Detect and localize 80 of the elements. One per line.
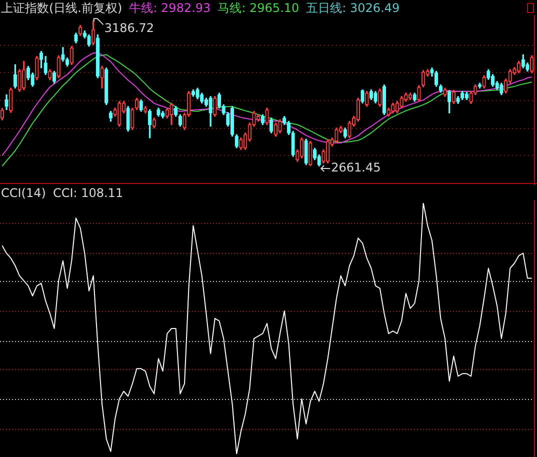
candlestick	[452, 90, 456, 104]
candlestick	[56, 55, 60, 78]
candlestick	[160, 111, 165, 118]
candlestick	[434, 70, 438, 87]
candlestick	[474, 84, 478, 96]
candlestick	[360, 89, 364, 104]
candlestick	[300, 138, 304, 158]
candlestick	[417, 85, 421, 102]
candlestick	[282, 116, 286, 125]
candlestick	[526, 62, 530, 72]
candlestick	[22, 60, 26, 90]
text: 2661.45	[331, 160, 381, 175]
candlestick	[530, 55, 534, 74]
candlestick	[134, 98, 139, 110]
candlestick	[13, 64, 18, 88]
candlestick	[196, 88, 200, 100]
candlestick	[438, 84, 442, 93]
candlestick	[482, 75, 486, 88]
candlestick	[265, 108, 269, 125]
candlestick	[395, 101, 400, 114]
candlestick	[386, 108, 390, 117]
text: 3186.72	[104, 20, 154, 35]
candlestick	[108, 111, 113, 122]
candlestick	[382, 84, 386, 115]
candlestick	[326, 139, 330, 164]
candlestick	[469, 91, 473, 104]
candlestick	[348, 120, 352, 138]
candlestick	[126, 106, 130, 132]
candlestick	[39, 50, 44, 68]
candlestick	[239, 138, 243, 150]
candlestick	[148, 109, 152, 138]
candlestick	[500, 82, 504, 96]
text: 五日线: 3026.49	[306, 1, 400, 15]
candlestick	[516, 60, 521, 74]
candlestick	[400, 96, 404, 108]
candlestick	[456, 96, 460, 104]
candlestick	[334, 128, 338, 144]
text: 马线: 2965.10	[218, 1, 300, 15]
candlestick	[213, 96, 217, 117]
candlestick	[448, 90, 452, 114]
candlestick	[308, 140, 312, 166]
chart-title: CCI(14)	[1, 186, 46, 200]
candlestick	[256, 114, 260, 122]
candlestick	[260, 114, 264, 125]
candlestick	[369, 89, 374, 100]
candlestick	[374, 91, 378, 104]
chart-title: 上证指数(日线.前复权)	[1, 1, 122, 15]
candlestick	[4, 94, 8, 110]
candlestick	[96, 34, 100, 78]
candlestick	[174, 106, 178, 117]
candlestick	[230, 106, 234, 137]
candlestick	[70, 46, 74, 65]
candlestick	[144, 106, 148, 114]
candlestick	[92, 20, 96, 45]
candlestick	[170, 102, 174, 125]
text: CCI: 108.11	[52, 186, 124, 200]
candlestick	[191, 89, 196, 97]
candlestick	[48, 69, 52, 80]
candlestick	[421, 70, 426, 88]
candlestick	[208, 96, 212, 127]
candlestick	[130, 108, 134, 130]
candlestick	[18, 69, 22, 92]
candlestick	[443, 88, 447, 97]
text: 牛线: 2982.93	[129, 1, 211, 15]
candlestick	[61, 47, 65, 62]
candlestick	[178, 114, 182, 127]
candlestick	[35, 56, 39, 80]
candlestick	[304, 138, 308, 166]
candlestick	[104, 68, 108, 106]
candlestick	[118, 101, 122, 127]
candlestick	[87, 34, 91, 47]
candlestick	[408, 92, 412, 100]
candlestick	[74, 32, 78, 44]
candlestick	[356, 98, 360, 122]
candlestick	[156, 108, 160, 117]
candlestick	[278, 119, 282, 134]
candlestick	[464, 92, 469, 100]
candlestick	[100, 66, 104, 88]
candlestick	[139, 99, 143, 112]
candlestick	[52, 70, 56, 84]
